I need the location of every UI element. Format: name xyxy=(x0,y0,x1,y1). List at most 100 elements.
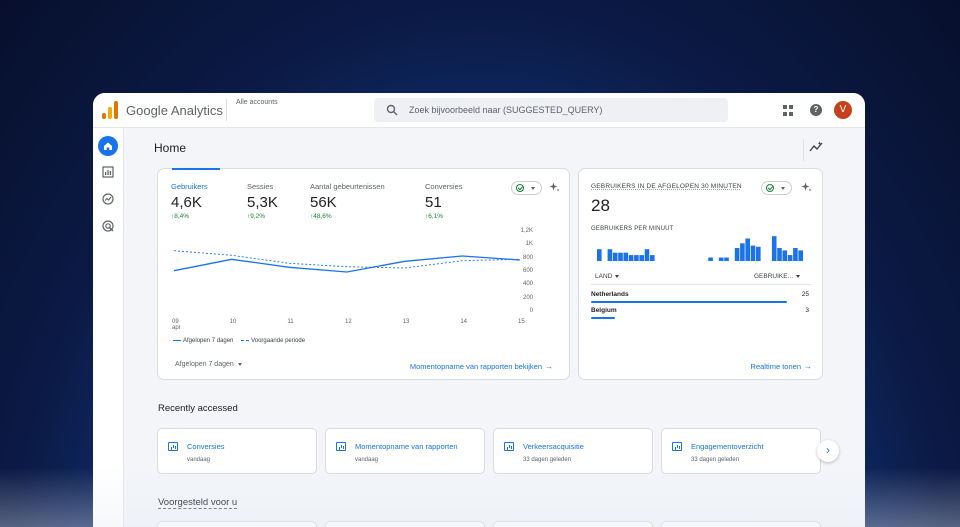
date-range-selector[interactable]: Afgelopen 7 dagen xyxy=(175,361,242,368)
per-minute-bar xyxy=(623,252,629,261)
per-minute-bar xyxy=(734,248,740,261)
per-minute-bar xyxy=(618,252,623,261)
recent-item[interactable]: Engagementoverzicht 33 dagen geleden xyxy=(661,428,821,474)
per-minute-bar xyxy=(644,249,650,261)
metric-change: ↑48,6% xyxy=(310,213,332,220)
advertising-icon[interactable] xyxy=(102,220,114,232)
suggested-card[interactable] xyxy=(661,521,821,527)
country-name: Netherlands xyxy=(591,291,629,298)
users-column-label: GEBRUIKE... xyxy=(753,273,793,280)
per-minute-bar xyxy=(782,250,788,261)
per-minute-bar xyxy=(756,246,761,261)
users-column-header[interactable]: GEBRUIKE... xyxy=(754,273,800,280)
top-bar: Google Analytics Alle accounts Zoek bijv… xyxy=(93,93,865,128)
recent-item[interactable]: Verkeersacquisitie 33 dagen geleden xyxy=(493,428,653,474)
recent-item-title: Engagementoverzicht xyxy=(691,442,764,451)
x-tick-label: 09 apr xyxy=(172,319,181,331)
per-minute-bar xyxy=(745,238,750,261)
check-circle-icon xyxy=(766,184,774,192)
per-minute-bar xyxy=(650,255,655,261)
insights-icon[interactable] xyxy=(809,141,823,153)
suggested-card[interactable] xyxy=(493,521,653,527)
metric-label: Aantal gebeurtenissen xyxy=(310,182,385,191)
help-icon[interactable]: ? xyxy=(810,104,822,116)
chevron-down-icon xyxy=(237,362,242,366)
chart-legend: Afgelopen 7 dagen Voorgaande periode xyxy=(173,338,305,344)
series-line-previous xyxy=(173,250,521,269)
per-minute-bar xyxy=(771,236,777,261)
per-minute-bar xyxy=(724,257,729,261)
sparkle-icon[interactable] xyxy=(801,182,812,193)
metric-change: ↑9,2% xyxy=(247,213,266,220)
chevron-down-icon xyxy=(615,274,620,278)
check-circle-icon xyxy=(516,184,524,192)
per-minute-bar xyxy=(718,257,724,261)
analytics-logo-icon[interactable] xyxy=(102,101,120,119)
country-name: Belgium xyxy=(591,307,617,314)
y-tick-label: 400 xyxy=(522,281,533,288)
suggested-card[interactable] xyxy=(157,521,317,527)
explore-icon[interactable] xyxy=(102,193,114,205)
country-column-header[interactable]: LAND xyxy=(595,273,620,280)
apps-grid-icon[interactable] xyxy=(783,105,794,116)
metric-users[interactable]: Gebruikers 4,6K ↑8,4% xyxy=(171,182,208,220)
y-tick-label: 800 xyxy=(522,254,533,261)
report-icon xyxy=(336,442,346,451)
metric-sessions[interactable]: Sessies 5,3K ↑9,2% xyxy=(247,182,278,220)
per-minute-bar xyxy=(798,250,803,261)
data-quality-button[interactable] xyxy=(761,181,792,195)
recent-item[interactable]: Conversies vandaag xyxy=(157,428,317,474)
chevron-right-icon[interactable]: › xyxy=(817,440,839,462)
x-tick-label: 10 xyxy=(229,319,237,325)
y-tick-label: 0 xyxy=(529,308,533,314)
app-window: Google Analytics Alle accounts Zoek bijv… xyxy=(93,93,865,527)
per-minute-bar xyxy=(597,249,602,261)
metric-value: 51 xyxy=(425,194,442,211)
realtime-value: 28 xyxy=(591,196,610,215)
view-reports-link[interactable]: Momentopname van rapporten bekijken → xyxy=(410,362,553,371)
legend-swatch-dashed xyxy=(241,339,250,341)
metric-events[interactable]: Aantal gebeurtenissen 56K ↑48,6% xyxy=(310,182,385,220)
suggested-card[interactable] xyxy=(325,521,485,527)
report-icon xyxy=(672,442,682,451)
per-minute-bar xyxy=(750,245,756,261)
per-minute-bar xyxy=(634,255,639,261)
per-minute-bar xyxy=(639,255,644,261)
x-tick-label: 12 xyxy=(345,319,352,325)
arrow-right-icon: → xyxy=(545,362,553,371)
recent-item-time: 33 dagen geleden xyxy=(523,457,572,463)
data-quality-button[interactable] xyxy=(511,181,542,195)
table-row: Netherlands 25 xyxy=(591,291,811,303)
home-nav-button[interactable] xyxy=(98,136,118,156)
per-minute-bar xyxy=(793,248,798,261)
x-tick-label: 11 xyxy=(287,319,294,325)
sparkle-icon[interactable] xyxy=(549,182,560,193)
active-metric-indicator xyxy=(172,168,220,170)
y-tick-label: 1,2K xyxy=(520,228,533,234)
report-icon xyxy=(168,442,178,451)
country-users: 25 xyxy=(801,291,809,298)
account-selector[interactable]: Alle accounts xyxy=(236,99,278,106)
avatar[interactable]: V xyxy=(834,101,852,119)
per-minute-bar xyxy=(612,252,618,261)
metric-conversions[interactable]: Conversies 51 ↑6,1% xyxy=(425,182,463,220)
per-minute-bar-chart xyxy=(597,236,803,261)
y-tick-label: 200 xyxy=(522,294,533,301)
search-input[interactable]: Zoek bijvoorbeeld naar (SUGGESTED_QUERY) xyxy=(374,98,728,122)
reports-icon[interactable] xyxy=(102,166,114,178)
chevron-down-icon xyxy=(796,274,800,278)
realtime-link-label: Realtime tonen xyxy=(750,362,801,371)
chevron-down-icon xyxy=(781,187,785,190)
recent-item[interactable]: Momentopname van rapporten vandaag xyxy=(325,428,485,474)
arrow-right-icon: → xyxy=(804,362,812,371)
search-placeholder: Zoek bijvoorbeeld naar (SUGGESTED_QUERY) xyxy=(409,105,603,115)
metric-change: ↑8,4% xyxy=(171,213,190,220)
divider xyxy=(803,139,804,161)
recent-item-title: Verkeersacquisitie xyxy=(523,442,584,451)
view-reports-label: Momentopname van rapporten bekijken xyxy=(409,362,542,371)
page-title: Home xyxy=(154,141,187,155)
metric-label: Conversies xyxy=(425,182,463,191)
per-minute-bar xyxy=(740,243,745,261)
metric-value: 4,6K xyxy=(171,194,202,211)
realtime-link[interactable]: Realtime tonen → xyxy=(751,362,812,371)
